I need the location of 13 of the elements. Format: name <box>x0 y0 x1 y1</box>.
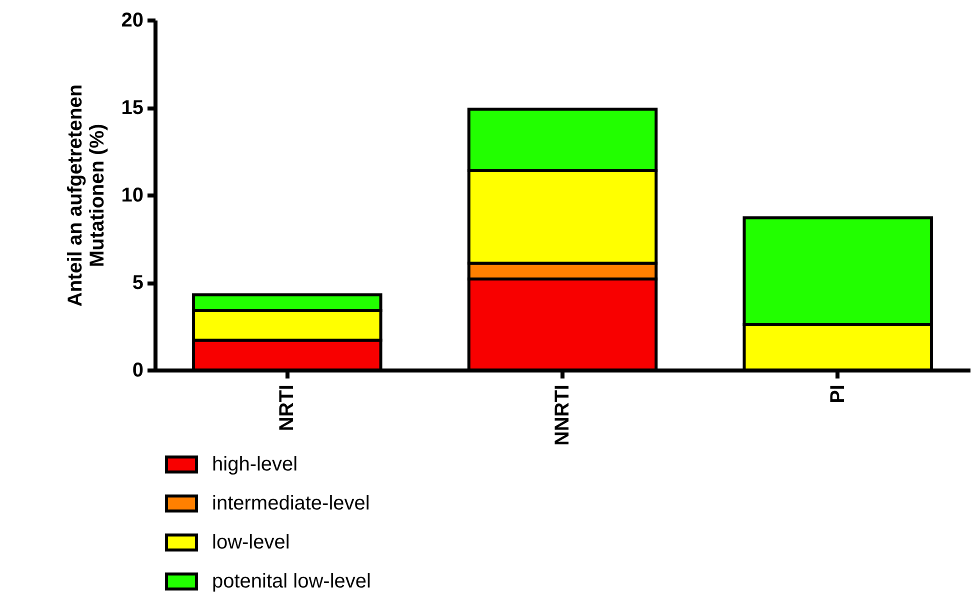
legend-label: intermediate-level <box>212 492 370 514</box>
y-tick-label: 15 <box>121 97 144 119</box>
y-axis-title: Anteil an aufgetretenen Mutationen (%) <box>64 84 108 307</box>
x-tick-label: NRTI <box>276 384 298 432</box>
legend-label: high-level <box>212 454 298 476</box>
y-tick-label: 0 <box>132 360 144 382</box>
y-tick-label: 10 <box>121 184 144 206</box>
legend-label: low-level <box>212 532 290 554</box>
y-tick-label: 20 <box>121 10 144 32</box>
x-tick-label: NNRTI <box>552 384 574 446</box>
y-tick-label: 5 <box>132 272 144 294</box>
x-tick-label: PI <box>826 384 849 404</box>
legend-label: potenital low-level <box>212 570 371 592</box>
